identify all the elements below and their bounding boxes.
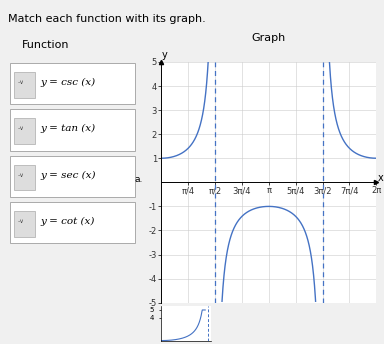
Text: y = csc (x): y = csc (x) [41, 77, 96, 87]
Text: -∨: -∨ [17, 79, 24, 85]
Text: -∨: -∨ [17, 126, 24, 131]
Text: -∨: -∨ [17, 219, 24, 224]
FancyBboxPatch shape [14, 211, 35, 237]
FancyBboxPatch shape [10, 63, 135, 104]
Text: y: y [162, 50, 167, 60]
FancyBboxPatch shape [14, 72, 35, 98]
Text: Match each function with its graph.: Match each function with its graph. [8, 14, 205, 24]
FancyBboxPatch shape [10, 202, 135, 244]
Text: x: x [378, 173, 384, 183]
Text: -∨: -∨ [17, 172, 24, 178]
FancyBboxPatch shape [14, 165, 35, 191]
Text: y = sec (x): y = sec (x) [41, 170, 96, 180]
FancyBboxPatch shape [14, 118, 35, 144]
Text: Graph: Graph [252, 33, 286, 43]
Text: y = tan (x): y = tan (x) [41, 124, 96, 133]
Text: y = cot (x): y = cot (x) [41, 217, 95, 226]
FancyBboxPatch shape [10, 156, 135, 197]
Text: Function: Function [22, 40, 69, 50]
FancyBboxPatch shape [10, 109, 135, 151]
Text: a.: a. [134, 175, 142, 184]
